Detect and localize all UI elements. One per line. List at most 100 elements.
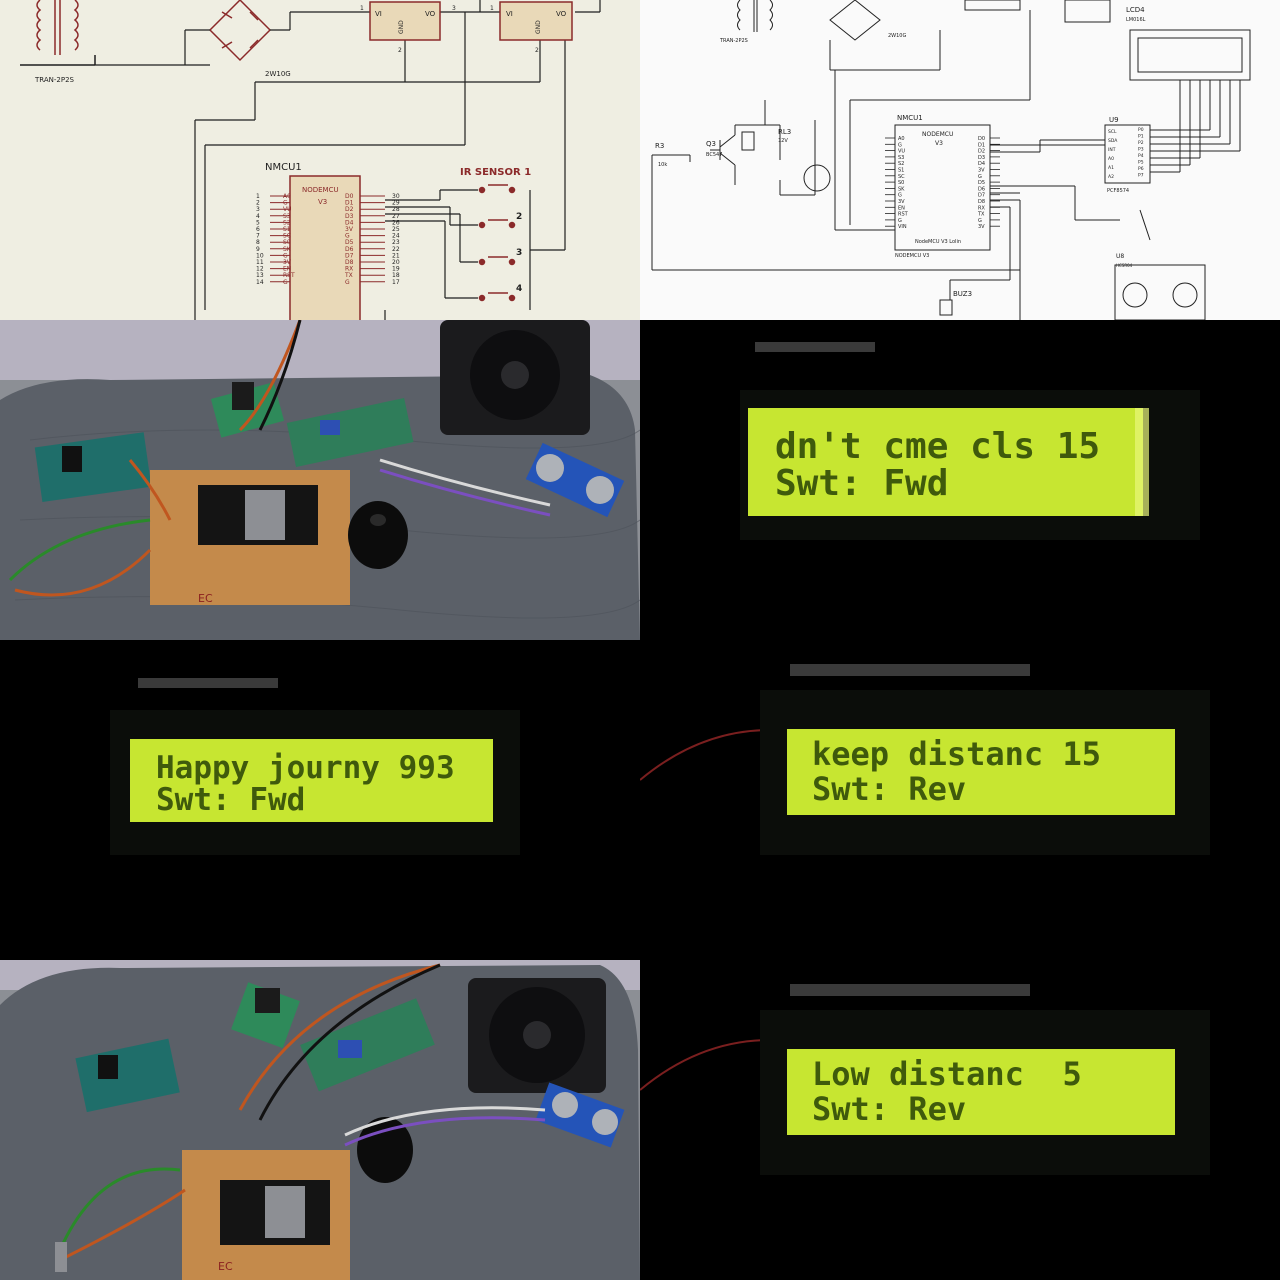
mcu-pin-rows: A0 1 G 2 VU 3 S3 4 S2 5 S1 6 SC 7 S0 8 SK 9 G 10 3V 11 EN 12 RST… [256,193,400,286]
perfboard [150,470,350,605]
expander-left-pin-label: A1 [1108,165,1114,171]
reg1-gnd: GND [398,20,405,34]
mcu-right-pin-number: 18 [392,272,400,279]
reg1-vo: VO [425,10,436,18]
sch2-left-pin-label: S3 [898,155,904,161]
lcd3-screen [787,729,1175,815]
mcu-right-pin-number: 27 [392,213,400,220]
sch2-mcu-ref: NMCU1 [897,114,923,122]
mcu-left-pin-label: EN [283,266,291,273]
mcu-left-pin-label: A0 [283,193,291,200]
sch2-left-pin-label: 3V [898,199,905,205]
mcu-right-pin-number: 28 [392,206,400,213]
schematic-power-mcu: TRAN-2P2S 2W10G [0,0,640,320]
sch2-right-pin-label: D8 [978,199,985,205]
lcd4-line-2: Swt: Rev [812,1090,966,1128]
cooling-fan [440,320,590,435]
sch2-mcu-part: NODEMCU V3 [895,253,929,259]
lcd4-screen [787,1049,1175,1135]
reg1-vi: VI [375,10,382,18]
ir-switches [478,184,516,302]
sch2-left-pin-label: VIN [898,224,907,230]
mcu-left-pin-number: 14 [256,279,264,286]
sch2-right-pin-label: RX [978,205,985,211]
buzzer-ref: BUZ3 [953,290,972,298]
power-supply-board [75,1038,180,1113]
mcu-left-pin-label: 3V [283,259,292,266]
reg2-vi: VI [506,10,513,18]
mcu-left-pin-label: G [283,200,288,207]
sch2-mcu-name: NODEMCU [922,131,953,138]
lcd4-line-1: Low distanc 5 [812,1055,1082,1093]
board-marking-2: EC [218,1260,233,1273]
mcu-left-pin-number: 2 [256,200,260,207]
mcu-left-pin-label: G [283,252,288,259]
mcu-left-pin-number: 5 [256,219,260,226]
mcu-right-pin-number: 20 [392,259,400,266]
sch2-left-pin-label: G [898,142,902,148]
sch2-left-pin-label: SC [898,174,905,180]
mcu-left-pin-label: S1 [283,226,291,233]
toggle-switch [55,1242,67,1272]
sch2-left-pin-label: S1 [898,168,904,174]
cooling-fan [468,978,606,1093]
expander-left-pin-label: A2 [1108,174,1114,180]
lcd4-header-pins [790,984,1030,996]
mcu-left-pin-label: S3 [283,213,291,220]
expander-ref: U9 [1109,116,1119,124]
lcd-line-2: Swt: Fwd [775,463,948,504]
lcd2-line-2: Swt: Fwd [156,782,305,818]
sch2-right-pin-label: 3V [978,224,985,230]
mcu-ref: NMCU1 [265,162,302,173]
mcu-left-pin-number: 6 [256,226,260,233]
bridge-label: 2W10G [265,70,291,78]
sch2-right-pin-label: D3 [978,155,985,161]
expander-left-pin-label: A0 [1108,156,1114,162]
mcu-left-pin-label: SC [283,233,291,240]
perfboard [182,1150,350,1280]
hardware-photo-2: EC [0,960,640,1280]
reg1-pin1: 1 [360,5,364,12]
power-supply-board [34,432,152,502]
mcu-right-pin-number: 21 [392,252,400,259]
lcd2-line-1: Happy journy 993 [156,750,455,786]
sch2-left-pin-label: SK [898,186,905,192]
reg1-pin2: 2 [398,47,402,54]
lcd-screen [748,408,1143,516]
lcd3-header-pins [790,664,1030,676]
mcu-left-pin-number: 1 [256,193,260,200]
expander-left-pin-label: SDA [1108,138,1118,144]
ultrasonic-ref: U8 [1116,253,1124,260]
mcu-right-pin-number: 22 [392,246,400,253]
reg1-pin3: 3 [452,5,456,12]
lcd-photo-3: keep distanc 15 Swt: Rev [640,640,1280,960]
mcu-right-pin-label: D8 [345,259,354,266]
ultrasonic-part: HCSR04 [1116,263,1133,268]
mcu-right-pin-label: RX [345,266,353,273]
lcd-photo-4: Low distanc 5 Swt: Rev [640,960,1280,1280]
reg2-gnd: GND [535,20,542,34]
expander-right-pin-label: P2 [1138,140,1144,146]
sch2-mcu-version: V3 [935,140,943,147]
mcu-left-pin-number: 3 [256,206,260,213]
expander-right-pin-label: P0 [1138,127,1144,133]
sch2-right-pin-label: D7 [978,193,985,199]
transformer-label: TRAN-2P2S [34,76,75,84]
power-wiring [95,0,601,320]
sch2-left-pin-label: S0 [898,180,904,186]
mcu-left-pin-label: S2 [283,219,291,226]
mcu-right-pin-label: D6 [345,246,354,253]
mcu-right-pin-label: D0 [345,193,354,200]
lcd-header-pins [755,342,875,352]
sch2-right-pin-label: G [978,174,982,180]
lcd3-line-1: keep distanc 15 [812,735,1101,773]
expander-right-pin-label: P4 [1138,153,1144,159]
mcu-name: NODEMCU [302,186,339,194]
system-wiring [651,0,1251,320]
sch2-bridge-label: 2W10G [888,33,906,39]
ultrasonic-sensor [535,1082,625,1148]
sensor-number-2: 2 [516,212,522,222]
mcu-right-pin-label: G [345,279,350,286]
mcu-right-pin-number: 23 [392,239,400,246]
